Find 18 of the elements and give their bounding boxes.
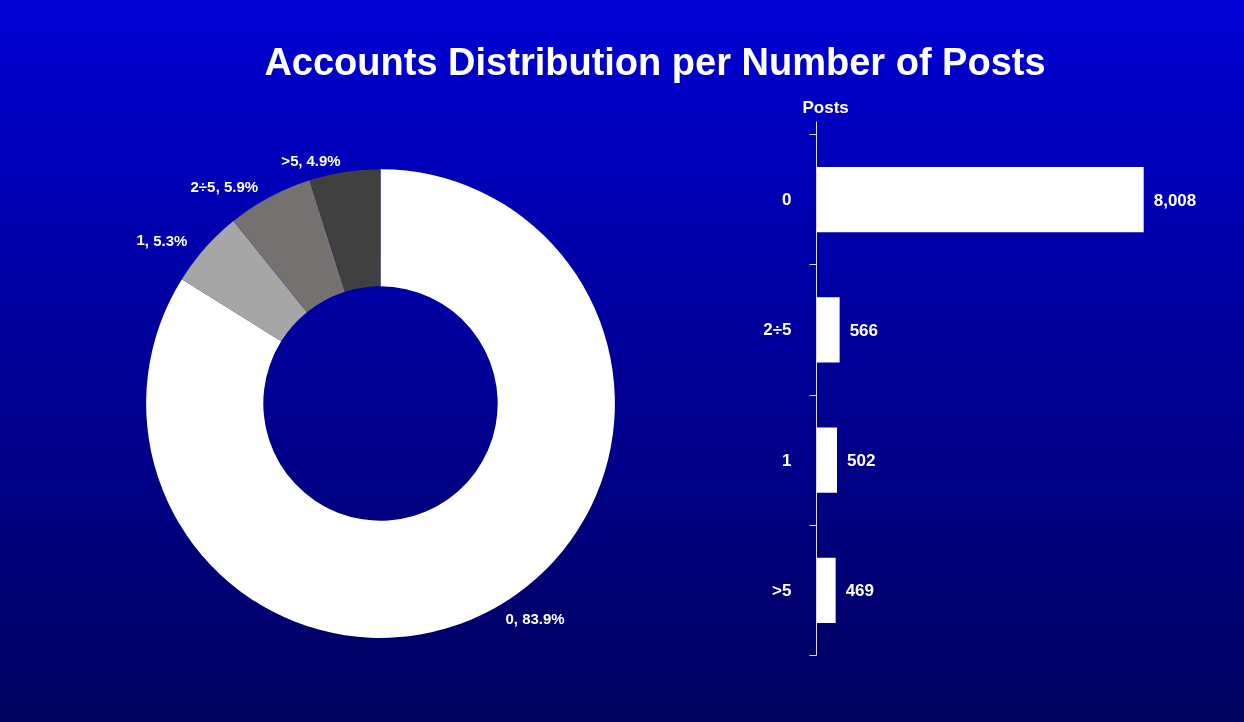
- y-axis-title: Posts: [802, 97, 849, 117]
- data-label: 502: [847, 451, 876, 471]
- data-label: , 5.3%: [144, 231, 188, 249]
- slice-label: >5: [281, 151, 299, 169]
- data-label: 566: [849, 320, 878, 340]
- slice-label: 0: [505, 609, 514, 627]
- y-tick-label: 1: [782, 450, 792, 470]
- y-tick-label: 2÷5: [763, 320, 792, 340]
- data-label: , 83.9%: [513, 610, 565, 628]
- chart-title: Accounts Distribution per Number of Posts: [264, 40, 1046, 85]
- data-label: 8,008: [1153, 190, 1197, 210]
- y-tick-label: >5: [772, 580, 792, 600]
- data-label: , 4.9%: [298, 151, 341, 169]
- data-label: , 5.9%: [215, 178, 259, 196]
- slice-label: 1: [136, 231, 145, 249]
- slice-label: 2÷5: [190, 178, 216, 196]
- y-tick-label: 0: [782, 190, 792, 210]
- data-label: 469: [845, 581, 875, 601]
